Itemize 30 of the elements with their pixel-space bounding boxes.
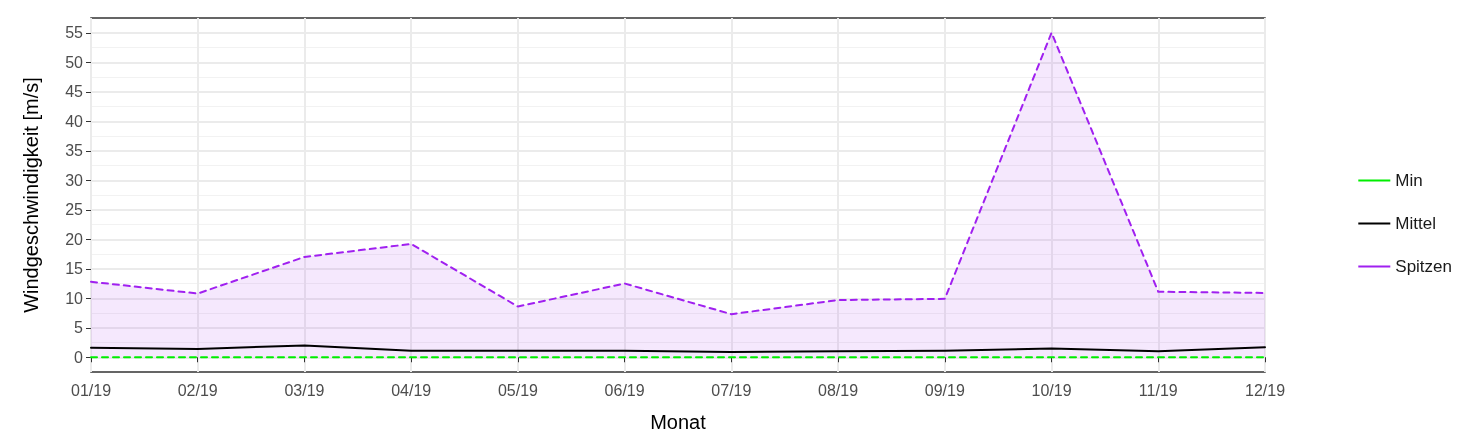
x-tick-label: 07/19 [711,381,752,399]
legend-label: Mittel [1395,214,1436,233]
x-tick-label: 09/19 [924,381,965,399]
y-tick-label: 55 [65,24,84,42]
y-tick-label: 50 [65,53,84,71]
x-axis-title: Monat [650,411,707,433]
x-tick-label: 02/19 [177,381,218,399]
x-tick-label: 08/19 [818,381,859,399]
legend-label: Min [1395,171,1423,190]
legend-label: Spitzen [1395,257,1452,276]
y-tick-label: 10 [65,289,84,307]
y-tick-label: 25 [65,201,84,219]
x-tick-label: 04/19 [391,381,432,399]
line-series [90,344,1266,353]
x-tick-label: 03/19 [284,381,325,399]
x-tick-label: 12/19 [1244,381,1286,399]
y-tick-label: 45 [65,83,84,101]
x-tick-label: 01/19 [70,381,112,399]
y-tick-label: 15 [65,260,84,278]
y-axis-title: Windgeschwindigkeit [m/s] [20,77,42,313]
x-tick-label: 11/19 [1138,381,1178,399]
x-tick-label: 06/19 [604,381,645,399]
y-tick-label: 40 [65,112,84,130]
y-tick-label: 35 [65,142,84,160]
x-tick-label: 10/19 [1031,381,1072,399]
y-tick-label: 20 [65,230,84,248]
y-tick-label: 30 [65,171,84,189]
y-tick-label: 0 [74,348,84,366]
y-tick-label: 5 [74,319,84,337]
x-tick-label: 05/19 [497,381,539,399]
